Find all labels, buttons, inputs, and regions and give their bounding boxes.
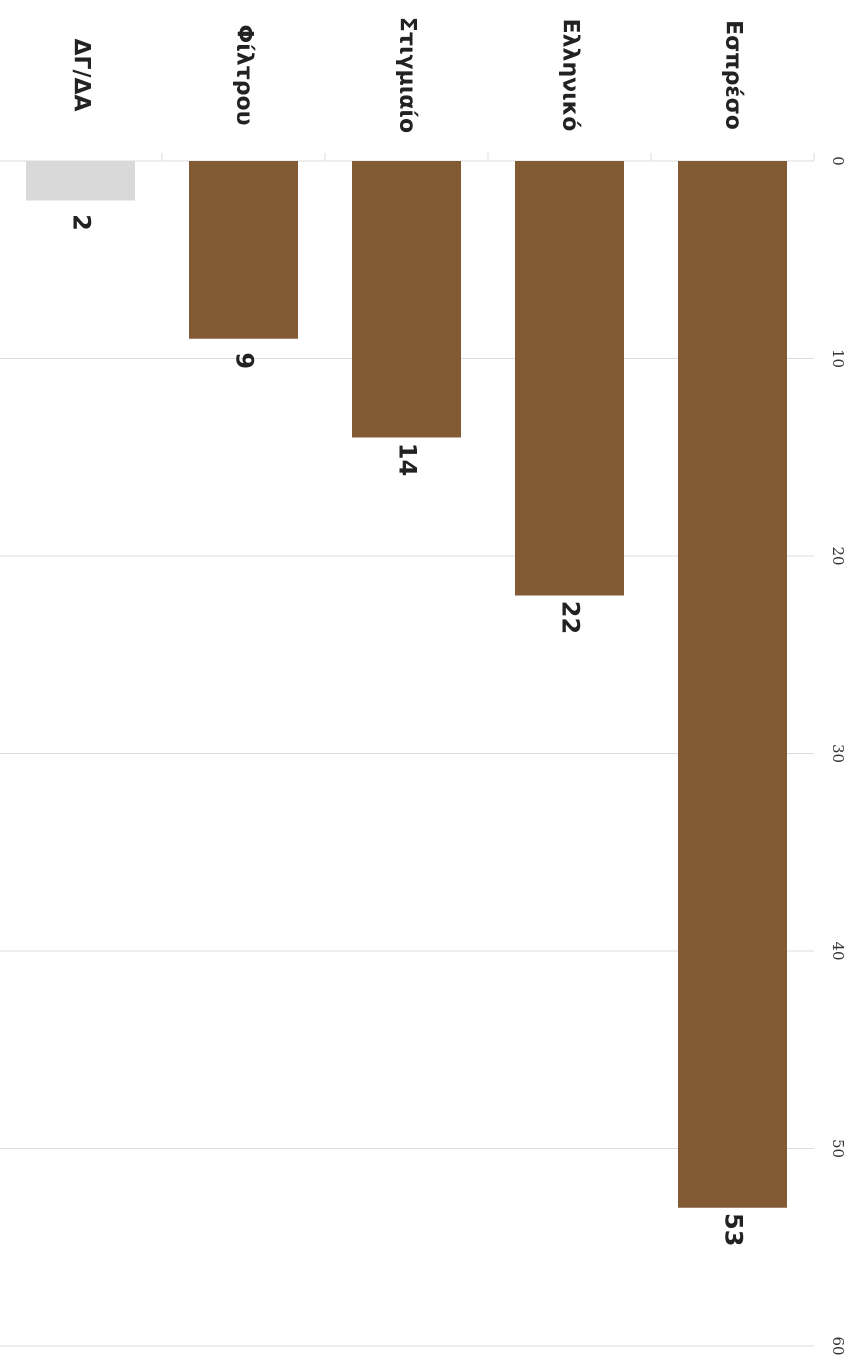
labels: 0 10 20 30 40 50 60 Εσπρέσο 53 Ελληνικό 22 Στιγμιαί… — [68, 17, 848, 1356]
value-label: 53 — [720, 1213, 748, 1246]
axis-tick-label: 60 — [829, 1336, 847, 1355]
value-label: 14 — [394, 443, 422, 476]
axis-tick-label: 30 — [829, 744, 847, 763]
gridlines — [0, 153, 815, 1347]
bar — [678, 161, 787, 1208]
value-label: 22 — [557, 601, 585, 634]
value-label: 2 — [68, 214, 96, 231]
bars — [26, 161, 787, 1208]
category-label: Φίλτρου — [232, 25, 257, 126]
category-label: ΔΓ/ΔΑ — [69, 38, 94, 111]
axis-tick-label: 40 — [829, 941, 847, 960]
axis-tick-label: 10 — [829, 349, 847, 368]
value-label: 9 — [231, 352, 259, 369]
axis-tick-label: 0 — [829, 156, 847, 166]
category-label: Ελληνικό — [558, 19, 583, 132]
bar — [189, 161, 298, 339]
axis-tick-label: 20 — [829, 546, 847, 565]
bar — [352, 161, 461, 438]
category-label: Εσπρέσο — [721, 20, 746, 130]
category-label: Στιγμιαίο — [395, 17, 420, 133]
bar — [26, 161, 135, 201]
bar — [515, 161, 624, 596]
axis-tick-label: 50 — [829, 1139, 847, 1158]
